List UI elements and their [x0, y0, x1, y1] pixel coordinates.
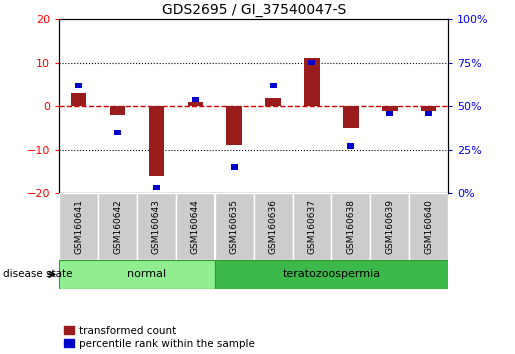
- Text: GSM160643: GSM160643: [152, 199, 161, 254]
- Text: GSM160635: GSM160635: [230, 199, 238, 254]
- Bar: [137, 193, 176, 260]
- Bar: [386, 110, 393, 116]
- Bar: [75, 83, 82, 88]
- Bar: [59, 260, 215, 289]
- Bar: [98, 193, 137, 260]
- Bar: [425, 110, 432, 116]
- Bar: [192, 97, 199, 102]
- Bar: [332, 193, 370, 260]
- Bar: [215, 193, 253, 260]
- Bar: [370, 193, 409, 260]
- Bar: [153, 185, 160, 190]
- Bar: [215, 260, 448, 289]
- Bar: [187, 102, 203, 106]
- Bar: [343, 106, 358, 128]
- Bar: [227, 106, 242, 145]
- Title: GDS2695 / GI_37540047-S: GDS2695 / GI_37540047-S: [162, 3, 346, 17]
- Legend: transformed count, percentile rank within the sample: transformed count, percentile rank withi…: [64, 326, 255, 349]
- Bar: [253, 193, 293, 260]
- Bar: [59, 193, 98, 260]
- Bar: [71, 93, 87, 106]
- Bar: [265, 98, 281, 106]
- Text: normal: normal: [127, 269, 166, 279]
- Text: GSM160636: GSM160636: [269, 199, 278, 254]
- Bar: [176, 193, 215, 260]
- Text: GSM160638: GSM160638: [347, 199, 355, 254]
- Bar: [114, 130, 121, 135]
- Bar: [231, 164, 238, 170]
- Bar: [269, 83, 277, 88]
- Text: GSM160640: GSM160640: [424, 199, 433, 254]
- Text: GSM160642: GSM160642: [113, 199, 122, 254]
- Text: GSM160639: GSM160639: [385, 199, 394, 254]
- Text: GSM160637: GSM160637: [307, 199, 316, 254]
- Bar: [421, 106, 436, 110]
- Bar: [409, 193, 448, 260]
- Text: GSM160641: GSM160641: [74, 199, 83, 254]
- Bar: [304, 58, 320, 106]
- Bar: [347, 143, 354, 149]
- Bar: [382, 106, 398, 110]
- Bar: [149, 106, 164, 176]
- Bar: [110, 106, 125, 115]
- Text: disease state: disease state: [3, 269, 72, 279]
- Bar: [293, 193, 332, 260]
- Text: GSM160644: GSM160644: [191, 199, 200, 254]
- Bar: [308, 60, 316, 65]
- Text: teratozoospermia: teratozoospermia: [282, 269, 381, 279]
